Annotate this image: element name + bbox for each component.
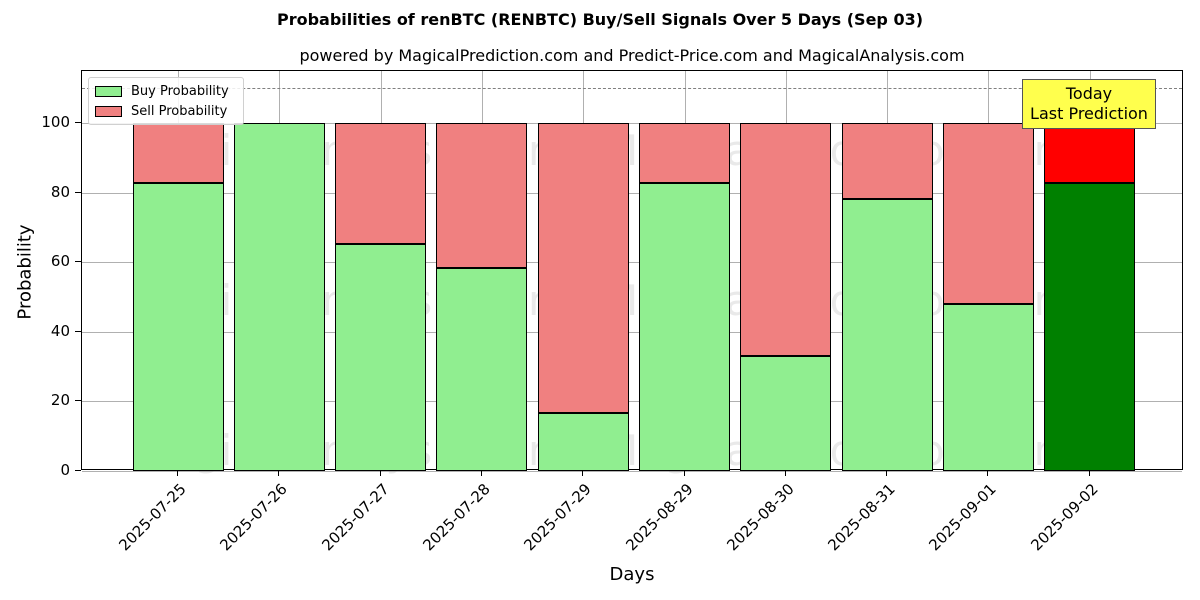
bar-sell [740, 123, 832, 356]
y-axis-title: Probability [14, 224, 36, 320]
chart-subtitle: powered by MagicalPrediction.com and Pre… [299, 46, 965, 65]
bar-buy [132, 183, 224, 471]
bar-sell [537, 123, 629, 413]
bar-buy [233, 123, 325, 471]
legend-label-sell: Sell Probability [131, 103, 228, 119]
annotation-line-1: Today [1065, 84, 1113, 103]
bar-buy [841, 198, 933, 471]
chart-title: Probabilities of renBTC (RENBTC) Buy/Sel… [276, 10, 924, 29]
x-tick-label: 2025-09-02 [1027, 480, 1102, 555]
legend: Buy Probability Sell Probability [88, 77, 244, 125]
gridline-h [82, 401, 1182, 403]
y-tick-mark [75, 261, 81, 263]
bar-buy [335, 243, 427, 471]
x-tick-label: 2025-07-28 [419, 480, 494, 555]
bar-buy [537, 412, 629, 471]
x-tick-label: 2025-07-25 [115, 480, 190, 555]
annotation-line-2: Last Prediction [1030, 104, 1148, 123]
y-tick-label: 80 [50, 182, 70, 201]
legend-item-buy: Buy Probability [95, 83, 229, 99]
x-tick-mark [480, 470, 482, 476]
bar-sell [639, 123, 730, 184]
x-tick-mark [177, 470, 178, 476]
gridline-h [82, 471, 1182, 472]
x-tick-label: 2025-08-31 [824, 480, 899, 555]
bar-sell [841, 123, 933, 199]
x-tick-label: 2025-08-29 [621, 480, 697, 555]
x-tick-mark [987, 470, 989, 476]
x-tick-label: 2025-07-26 [216, 480, 292, 555]
x-tick-label: 2025-07-27 [317, 480, 393, 555]
bar-buy [740, 355, 832, 471]
legend-label-buy: Buy Probability [131, 83, 229, 99]
bar-buy [436, 267, 528, 471]
y-tick-label: 100 [41, 113, 70, 132]
y-tick-label: 0 [60, 461, 70, 479]
gridline-h [82, 192, 1182, 194]
y-tick-label: 60 [50, 252, 70, 271]
y-tick-label: 20 [50, 391, 70, 410]
x-tick-label: 2025-09-01 [925, 480, 1001, 555]
y-tick-mark [75, 191, 81, 193]
x-tick-mark [1088, 470, 1090, 476]
bar-sell [942, 123, 1034, 305]
x-tick-label: 2025-07-29 [520, 480, 595, 555]
x-tick-mark [379, 470, 381, 476]
buy-swatch-icon [95, 85, 122, 97]
x-axis-title: Days [609, 564, 655, 585]
x-tick-mark [582, 470, 584, 476]
sell-swatch-icon [95, 105, 122, 117]
y-tick-mark [75, 330, 81, 332]
bar-buy [639, 183, 730, 471]
gridline-h [82, 123, 1182, 125]
x-tick-mark [886, 470, 888, 476]
x-tick-label: 2025-08-30 [723, 480, 798, 555]
threshold-line [82, 88, 1182, 90]
x-tick-mark [683, 470, 685, 476]
legend-item-sell: Sell Probability [95, 103, 227, 119]
y-tick-label: 40 [50, 321, 70, 340]
bar-sell [335, 123, 427, 244]
y-tick-mark [75, 122, 81, 124]
gridline-h [82, 331, 1182, 333]
bar-buy [1044, 183, 1136, 471]
y-tick-mark [75, 470, 81, 471]
plot-area: MagicalAnalysis.comMagicalPrediction.com… [81, 70, 1183, 475]
y-tick-mark [75, 400, 81, 402]
bar-sell [132, 123, 224, 184]
x-tick-mark [784, 470, 786, 476]
x-tick-mark [278, 470, 280, 476]
bar-sell [1044, 123, 1136, 184]
today-annotation: Today Last Prediction [1022, 79, 1156, 129]
bar-buy [942, 304, 1034, 471]
bar-sell [436, 123, 528, 268]
gridline-h [82, 262, 1182, 264]
